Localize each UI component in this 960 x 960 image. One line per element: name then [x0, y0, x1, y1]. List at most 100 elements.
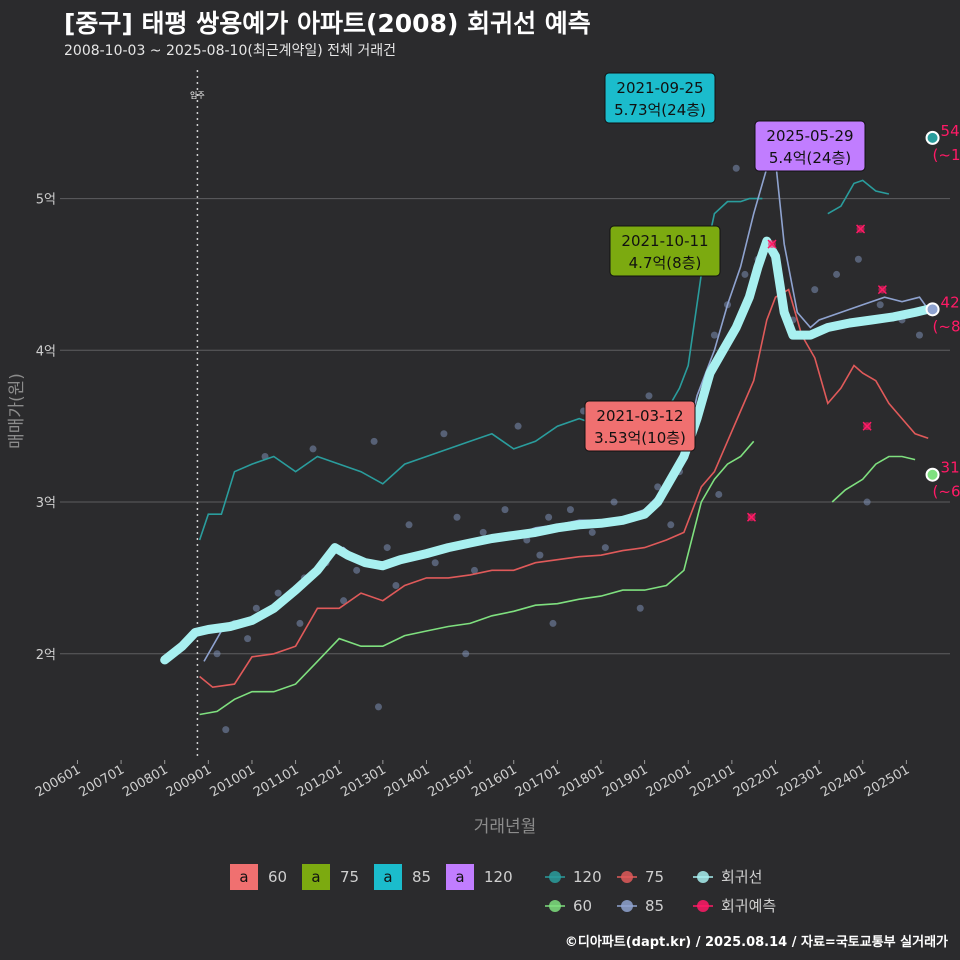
scatter-point — [222, 726, 230, 734]
scatter-point — [915, 331, 923, 339]
end-label-area: (~60㎡) — [933, 483, 960, 501]
prediction-x — [856, 224, 866, 234]
legend-line-dot — [549, 900, 561, 912]
scatter-point — [876, 301, 884, 309]
legend-line-label: 75 — [645, 868, 664, 886]
annotation-value: 3.53억(10층) — [594, 429, 686, 447]
legend-area-key-letter: a — [383, 868, 392, 886]
legend-line-label: 회귀예측 — [721, 897, 776, 915]
x-tick-label: 202301 — [775, 762, 825, 800]
scatter-point — [811, 286, 819, 294]
annotation-box — [609, 225, 721, 277]
scatter-point — [440, 430, 448, 438]
annotation-box — [584, 400, 696, 452]
scatter-point — [715, 490, 723, 498]
annotation-date: 2021-09-25 — [616, 79, 703, 97]
scatter-point — [431, 559, 439, 567]
scatter-point — [645, 392, 653, 400]
x-tick-label: 202001 — [644, 762, 694, 800]
end-dot — [925, 130, 940, 145]
scatter-point — [479, 528, 487, 536]
legend-area-key-letter: a — [455, 868, 464, 886]
legend-area-key — [374, 864, 402, 890]
scatter-point — [654, 483, 662, 491]
prediction-x — [862, 421, 872, 431]
annotation-box — [754, 120, 866, 172]
x-tick-label: 201401 — [382, 762, 432, 800]
annotation-value: 4.7억(8층) — [629, 254, 702, 272]
x-tick-label: 201901 — [600, 762, 650, 800]
scatter-point — [340, 597, 348, 605]
scatter-point — [667, 521, 675, 529]
scatter-point — [732, 164, 740, 172]
y-tick-label: 5억 — [36, 193, 56, 208]
legend-line-label: 60 — [573, 897, 592, 915]
scatter-point — [501, 506, 509, 514]
scatter-point — [854, 255, 862, 263]
legend-line-dot — [621, 900, 633, 912]
scatter-point — [536, 551, 544, 559]
legend-line-dot — [549, 871, 561, 883]
end-dot — [925, 302, 940, 317]
prediction-x — [877, 285, 887, 295]
scatter-point — [353, 566, 361, 574]
x-tick-label: 201801 — [556, 762, 606, 800]
scatter-point — [566, 506, 574, 514]
end-dot — [925, 467, 940, 482]
x-tick-label: 200901 — [164, 762, 214, 800]
scatter-point — [610, 498, 618, 506]
x-tick-label: 202101 — [687, 762, 737, 800]
x-tick-label: 200701 — [77, 762, 127, 800]
annotation-date: 2021-03-12 — [596, 407, 683, 425]
scatter-point — [863, 498, 871, 506]
legend-area-key — [230, 864, 258, 890]
scatter-point — [370, 437, 378, 445]
y-axis-title: 매매가(원) — [7, 373, 27, 449]
regression-line — [160, 236, 933, 665]
scatter-point — [309, 445, 317, 453]
y-tick-label: 4억 — [36, 344, 56, 359]
annotation-value: 5.4억(24층) — [769, 149, 851, 167]
end-label-area: (~120㎡) — [933, 146, 960, 164]
x-tick-label: 201201 — [295, 762, 345, 800]
legend-area-label: 85 — [412, 868, 431, 886]
scatter-point — [405, 521, 413, 529]
end-label-value: 42,700 — [941, 293, 960, 311]
x-tick-label: 201501 — [426, 762, 476, 800]
scatter-point — [392, 582, 400, 589]
scatter-point — [588, 528, 596, 536]
x-tick-label: 202501 — [862, 762, 912, 800]
chart-credit: ©디아파트(dapt.kr) / 2025.08.14 / 자료=국토교통부 실… — [564, 935, 948, 950]
scatter-point — [453, 513, 461, 521]
end-label-area: (~85㎡) — [933, 317, 960, 335]
scatter-point — [601, 544, 609, 552]
annotation-date: 2021-10-11 — [621, 232, 708, 250]
y-tick-label: 2억 — [36, 648, 56, 663]
legend-area-label: 60 — [268, 868, 287, 886]
scatter-point — [545, 513, 553, 521]
x-tick-label: 201601 — [469, 762, 519, 800]
annotation-value: 5.73억(24층) — [614, 101, 706, 119]
legend-line-dot — [697, 871, 709, 883]
legend-area-label: 75 — [340, 868, 359, 886]
scatter-point — [374, 703, 382, 711]
prediction-x — [767, 239, 777, 249]
x-tick-label: 201101 — [251, 762, 301, 800]
annotation-box — [604, 72, 716, 124]
chart-title: [중구] 태평 쌍용예가 아파트(2008) 회귀선 예측 — [64, 9, 591, 38]
x-tick-label: 201301 — [338, 762, 388, 800]
scatter-point — [514, 422, 522, 430]
scatter-point — [462, 650, 470, 658]
scatter-point — [710, 331, 718, 339]
x-axis-title: 거래년월 — [474, 817, 537, 837]
scatter-point — [244, 635, 252, 643]
scatter-point — [549, 619, 557, 627]
end-label-value: 31,900 — [941, 459, 960, 477]
scatter-point — [274, 589, 282, 597]
x-tick-label: 202201 — [731, 762, 781, 800]
annotation-date: 2025-05-29 — [766, 127, 853, 145]
series-line-120b — [827, 179, 890, 215]
legend-line-label: 85 — [645, 897, 664, 915]
legend-line-label: 120 — [573, 868, 602, 886]
